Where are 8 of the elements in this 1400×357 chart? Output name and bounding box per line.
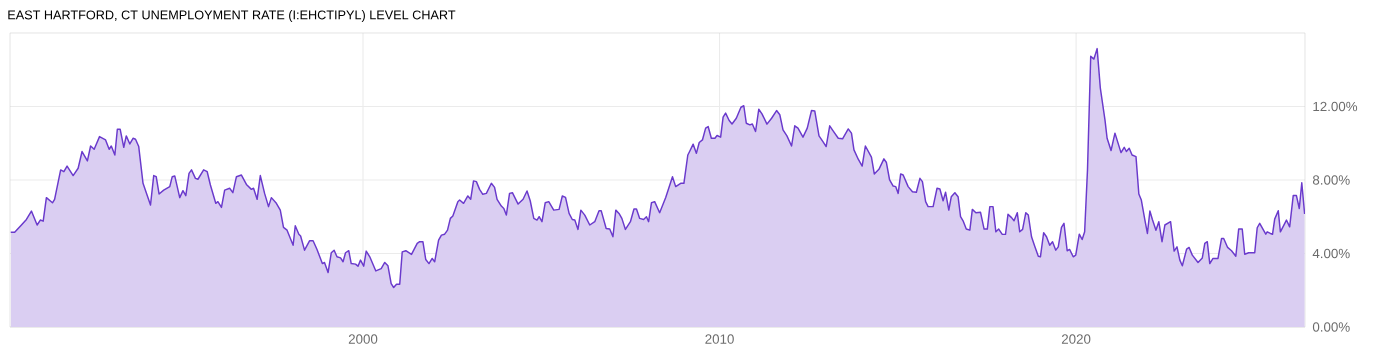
x-tick-label: 2010 bbox=[705, 334, 734, 344]
x-tick-label: 2000 bbox=[348, 334, 378, 344]
y-tick-label: 12.00% bbox=[1313, 101, 1358, 112]
y-tick-label: 4.00% bbox=[1312, 248, 1350, 259]
y-tick-label: 8.00% bbox=[1312, 175, 1350, 185]
chart-title: EAST HARTFORD, CT UNEMPLOYMENT RATE (I:EHCTIPYL) LEVEL CHART bbox=[8, 10, 456, 22]
x-tick-label: 2020 bbox=[1061, 334, 1091, 344]
y-tick-label: 0.00% bbox=[1312, 322, 1350, 332]
